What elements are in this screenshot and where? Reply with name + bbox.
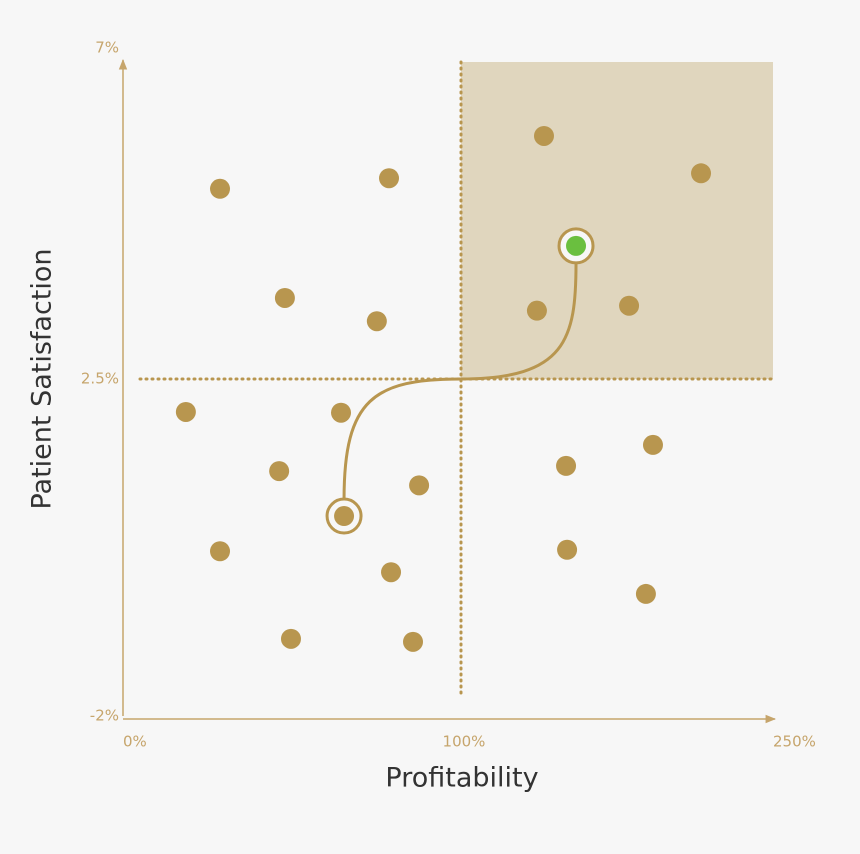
x-tick-label: 0% — [123, 733, 147, 751]
point — [557, 539, 578, 560]
x-tick-label: 100% — [443, 733, 486, 751]
point — [635, 583, 656, 604]
point — [642, 434, 663, 455]
point — [334, 506, 355, 527]
point — [210, 541, 231, 562]
point — [381, 562, 402, 583]
path-curve — [342, 262, 578, 500]
point — [409, 475, 430, 496]
point — [175, 401, 196, 422]
point — [331, 402, 352, 423]
point — [366, 311, 387, 332]
point — [403, 631, 424, 652]
point — [556, 455, 577, 476]
point — [274, 287, 295, 308]
point — [210, 178, 231, 199]
background-layer — [138, 60, 775, 699]
y-tick-label: 2.5% — [81, 370, 119, 388]
point — [526, 300, 547, 321]
point — [619, 295, 640, 316]
y-tick-label: 7% — [95, 39, 119, 57]
point — [379, 168, 400, 189]
point — [533, 125, 554, 146]
y-tick-label: -2% — [90, 707, 119, 725]
x-tick-label: 250% — [773, 733, 816, 751]
point — [280, 628, 301, 649]
point — [691, 163, 712, 184]
y-axis-label: Patient Satisfaction — [27, 248, 58, 509]
point — [269, 461, 290, 482]
target-quadrant — [461, 62, 773, 379]
point — [566, 235, 587, 256]
x-axis-label: Profitability — [385, 763, 538, 794]
